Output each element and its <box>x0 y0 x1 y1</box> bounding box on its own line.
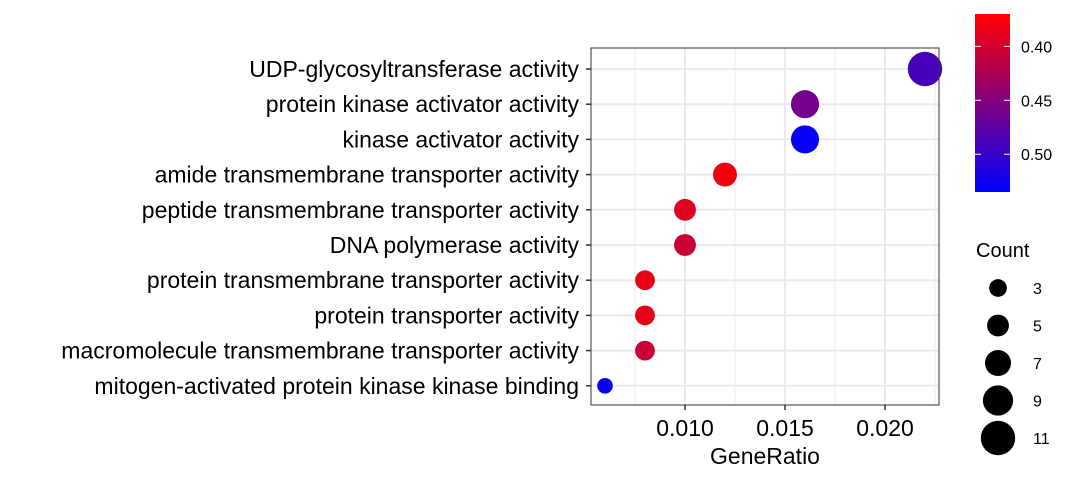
data-point <box>674 198 696 221</box>
y-tick-label: protein transmembrane transporter activi… <box>147 267 580 293</box>
colorbar-tick-label: 0.50 <box>1021 147 1052 164</box>
data-point <box>635 305 655 326</box>
y-tick-label: peptide transmembrane transporter activi… <box>142 197 580 223</box>
colorbar <box>975 14 1010 192</box>
size-legend-label: 7 <box>1033 356 1042 373</box>
data-point <box>597 378 613 394</box>
grid-lines <box>591 48 939 405</box>
x-tick-label: 0.020 <box>856 415 914 441</box>
y-tick-label: DNA polymerase activity <box>330 232 580 258</box>
y-tick-label: mitogen-activated protein kinase kinase … <box>94 373 579 399</box>
color-legend: 0.40 0.45 0.50 <box>975 14 1052 192</box>
colorbar-tick-label: 0.40 <box>1021 39 1052 56</box>
data-point <box>907 51 943 87</box>
size-legend-key <box>980 420 1016 456</box>
y-axis: UDP-glycosyltransferase activity protein … <box>61 56 591 399</box>
y-tick-label: amide transmembrane transporter activity <box>155 162 580 188</box>
data-point <box>674 234 696 256</box>
plot-panel-border <box>590 47 940 406</box>
y-tick-label: kinase activator activity <box>343 126 580 152</box>
size-legend-label: 11 <box>1033 431 1050 448</box>
x-axis: 0.010 0.015 0.020 <box>656 405 914 441</box>
x-axis-title: GeneRatio <box>710 443 820 469</box>
y-tick-label: UDP-glycosyltransferase activity <box>249 56 579 82</box>
x-tick-label: 0.015 <box>756 415 814 441</box>
size-legend-label: 3 <box>1033 281 1042 298</box>
size-legend-key <box>989 279 1007 297</box>
y-tick-label: macromolecule transmembrane transporter … <box>61 338 579 364</box>
data-point <box>635 270 655 291</box>
data-point <box>713 162 737 187</box>
size-legend-key <box>982 385 1014 416</box>
colorbar-tick-label: 0.45 <box>1021 93 1052 110</box>
size-legend-title: Count <box>976 240 1030 262</box>
size-legend: Count 3 5 7 9 11 <box>976 240 1050 456</box>
size-legend-label: 9 <box>1033 394 1042 411</box>
data-points <box>597 51 943 394</box>
x-tick-label: 0.010 <box>656 415 714 441</box>
data-point <box>790 90 820 119</box>
data-point <box>635 340 655 361</box>
size-legend-label: 5 <box>1033 319 1042 336</box>
size-legend-key <box>987 314 1009 337</box>
y-tick-label: protein transporter activity <box>314 302 579 328</box>
size-legend-key <box>984 349 1012 377</box>
y-tick-label: protein kinase activator activity <box>266 91 580 117</box>
data-point <box>790 125 820 154</box>
